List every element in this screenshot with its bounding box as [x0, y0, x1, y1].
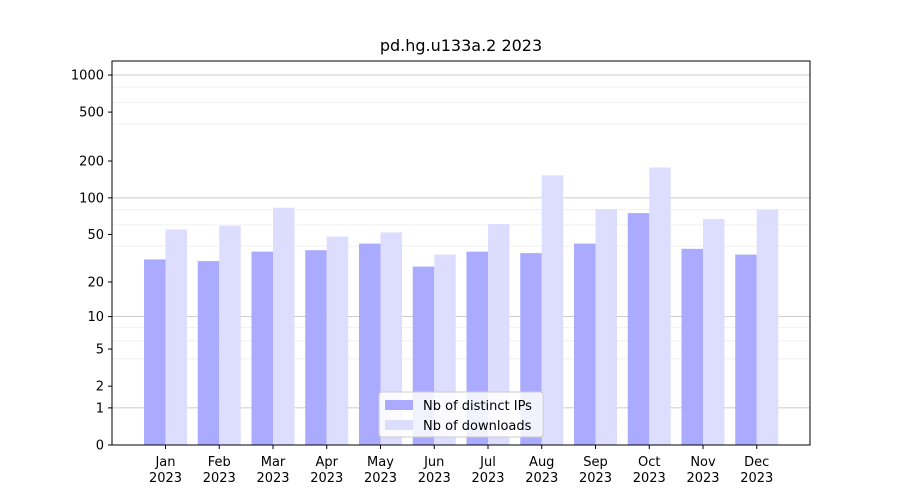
- bar-distinct-ips: [251, 251, 273, 445]
- y-tick-label: 50: [87, 228, 104, 243]
- x-tick-label: Apr 2023: [310, 455, 343, 486]
- chart-title: pd.hg.u133a.2 2023: [380, 36, 542, 55]
- bar-downloads: [756, 209, 779, 445]
- bar-distinct-ips: [144, 259, 166, 445]
- bar-distinct-ips: [305, 250, 327, 445]
- x-tick-label: Jun 2023: [418, 455, 451, 486]
- bar-downloads: [165, 229, 187, 445]
- bar-downloads: [273, 207, 295, 445]
- bar-downloads: [219, 225, 241, 445]
- x-tick-label: Oct 2023: [633, 455, 666, 486]
- y-tick-label: 1000: [71, 69, 104, 84]
- x-tick-label: Dec 2023: [740, 455, 773, 486]
- y-tick-label: 20: [87, 275, 104, 290]
- bar-downloads: [326, 236, 349, 445]
- x-tick-label: Feb 2023: [203, 455, 236, 486]
- bar-downloads: [488, 223, 510, 445]
- x-tick-label: May 2023: [364, 455, 397, 486]
- bar-downloads: [595, 209, 617, 445]
- legend-swatch: [385, 420, 413, 430]
- bar-distinct-ips: [359, 243, 381, 445]
- y-tick-label: 1: [96, 401, 104, 416]
- x-tick-label: Nov 2023: [686, 455, 719, 486]
- x-tick-label: Mar 2023: [256, 455, 289, 486]
- bar-distinct-ips: [574, 243, 596, 445]
- y-tick-label: 200: [79, 155, 104, 170]
- bar-downloads: [649, 167, 671, 445]
- legend-swatch: [385, 400, 413, 410]
- y-tick-label: 100: [79, 191, 104, 206]
- bar-distinct-ips: [197, 261, 220, 445]
- bar-distinct-ips: [681, 248, 703, 445]
- legend: Nb of distinct IPs Nb of downloads: [378, 391, 544, 438]
- legend-box: [378, 391, 544, 438]
- y-tick-label: 2: [96, 380, 104, 395]
- y-tick-label: 10: [87, 310, 104, 325]
- legend-label: Nb of downloads: [423, 419, 532, 434]
- legend-label: Nb of distinct IPs: [423, 399, 532, 414]
- x-tick-label: Jul 2023: [471, 455, 504, 486]
- axes: 0 1 2 5 10 20 50 100 200 500 1000 Jan 2023 Feb 2023 Mar…: [71, 60, 811, 486]
- x-tick-label: Jan 2023: [149, 455, 182, 486]
- x-tick-label: Sep 2023: [579, 455, 612, 486]
- bar-downloads: [703, 219, 725, 445]
- plot-frame: [111, 60, 811, 446]
- y-tick-label: 0: [96, 439, 104, 454]
- y-tick-label: 5: [96, 343, 104, 358]
- bar-distinct-ips: [627, 213, 650, 445]
- bar-downloads: [541, 175, 564, 445]
- bar-distinct-ips: [735, 254, 757, 445]
- y-tick-label: 500: [79, 106, 104, 121]
- x-tick-label: Aug 2023: [525, 455, 558, 486]
